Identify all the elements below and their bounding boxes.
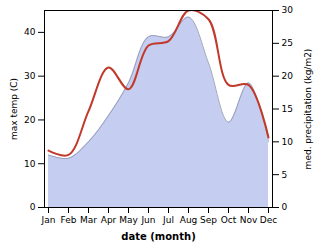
svg-text:Oct: Oct — [221, 215, 237, 225]
svg-text:40: 40 — [24, 27, 36, 37]
svg-text:Aug: Aug — [180, 215, 198, 225]
svg-text:Jan: Jan — [41, 215, 56, 225]
svg-text:Nov: Nov — [240, 215, 258, 225]
svg-text:10: 10 — [282, 137, 294, 147]
svg-text:20: 20 — [282, 71, 294, 81]
svg-text:May: May — [119, 215, 138, 225]
svg-text:30: 30 — [24, 71, 36, 81]
svg-text:0: 0 — [30, 202, 36, 212]
svg-text:max temp (C): max temp (C) — [9, 78, 19, 140]
svg-text:Jun: Jun — [140, 215, 155, 225]
svg-text:Mar: Mar — [80, 215, 97, 225]
svg-text:Jul: Jul — [162, 215, 174, 225]
svg-text:20: 20 — [24, 115, 36, 125]
svg-text:date (month): date (month) — [121, 231, 195, 242]
svg-text:25: 25 — [282, 38, 293, 48]
svg-text:med. precipitation (kg/m2): med. precipitation (kg/m2) — [303, 49, 313, 170]
svg-text:5: 5 — [282, 170, 288, 180]
svg-text:Dec: Dec — [260, 215, 277, 225]
svg-text:Apr: Apr — [101, 215, 117, 225]
svg-text:30: 30 — [282, 5, 294, 15]
svg-text:10: 10 — [24, 159, 36, 169]
svg-text:Sep: Sep — [200, 215, 217, 225]
svg-text:Feb: Feb — [61, 215, 77, 225]
svg-text:0: 0 — [282, 202, 288, 212]
svg-text:15: 15 — [282, 104, 293, 114]
